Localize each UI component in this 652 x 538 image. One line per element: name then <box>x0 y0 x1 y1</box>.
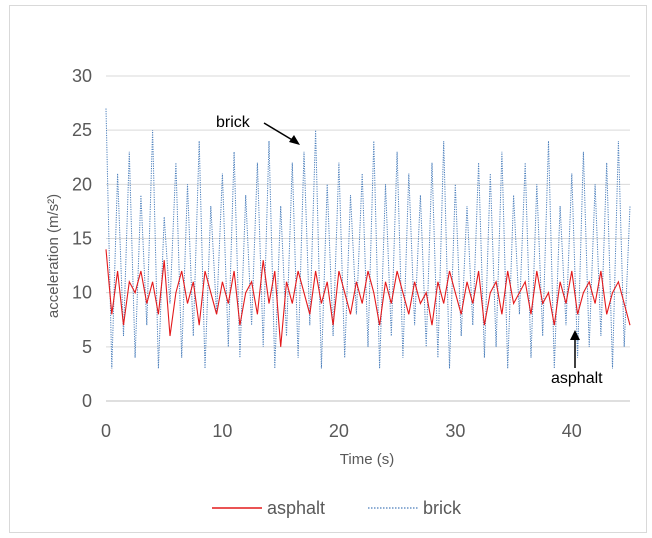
y-tick-label: 20 <box>72 174 92 194</box>
y-axis-title: acceleration (m/s²) <box>45 194 62 318</box>
legend-label-asphalt: asphalt <box>267 498 325 518</box>
legend: asphalt brick <box>212 498 462 518</box>
y-tick-label: 0 <box>82 391 92 411</box>
series-line-asphalt <box>105 249 631 347</box>
annotation-brick-arrow <box>263 122 295 142</box>
y-tick-label: 30 <box>72 66 92 86</box>
annotation-asphalt-label: asphalt <box>551 370 603 387</box>
series-line-brick <box>105 108 631 369</box>
x-tick-label: 30 <box>445 421 465 441</box>
gridlines <box>106 75 630 402</box>
x-tick-labels: 0 10 20 30 40 <box>101 421 582 441</box>
x-tick-label: 10 <box>212 421 232 441</box>
x-tick-label: 40 <box>562 421 582 441</box>
line-chart: 0 5 10 15 20 25 30 0 10 20 30 40 acceleration (m/s… <box>45 66 631 518</box>
legend-label-brick: brick <box>423 498 462 518</box>
x-axis-title: Time (s) <box>340 451 394 468</box>
annotation-brick-label: brick <box>216 114 251 131</box>
annotation-asphalt-arrowhead <box>570 330 580 340</box>
x-tick-label: 20 <box>329 421 349 441</box>
y-tick-label: 25 <box>72 120 92 140</box>
y-tick-label: 10 <box>72 283 92 303</box>
y-tick-label: 5 <box>82 337 92 357</box>
chart-area: 0 5 10 15 20 25 30 0 10 20 30 40 acceleration (m/s… <box>9 5 647 533</box>
x-tick-label: 0 <box>101 421 111 441</box>
y-tick-label: 15 <box>72 229 92 249</box>
series-layer <box>105 108 631 369</box>
annotation-brick-arrowhead <box>289 135 300 145</box>
y-tick-labels: 0 5 10 15 20 25 30 <box>72 66 92 411</box>
